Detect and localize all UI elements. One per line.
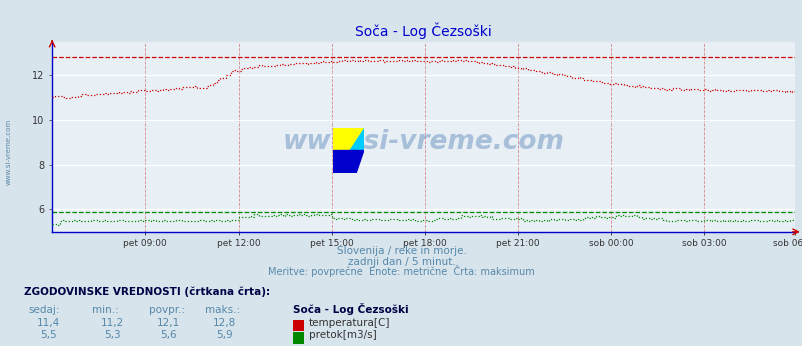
Text: www.si-vreme.com: www.si-vreme.com (6, 119, 12, 185)
Text: 5,6: 5,6 (160, 330, 176, 340)
Title: Soča - Log Čezsoški: Soča - Log Čezsoški (354, 22, 492, 39)
Text: 11,2: 11,2 (101, 318, 124, 328)
Polygon shape (348, 128, 363, 151)
Text: 5,9: 5,9 (217, 330, 233, 340)
Text: temperatura[C]: temperatura[C] (309, 318, 390, 328)
Text: 5,3: 5,3 (104, 330, 120, 340)
Text: Soča - Log Čezsoški: Soča - Log Čezsoški (293, 303, 408, 315)
Text: 5,5: 5,5 (40, 330, 56, 340)
Text: Slovenija / reke in morje.: Slovenija / reke in morje. (336, 246, 466, 256)
Text: sedaj:: sedaj: (28, 305, 59, 315)
Text: pretok[m3/s]: pretok[m3/s] (309, 330, 376, 340)
Polygon shape (333, 151, 363, 173)
Text: min.:: min.: (92, 305, 119, 315)
Text: 11,4: 11,4 (37, 318, 59, 328)
Polygon shape (333, 128, 363, 151)
Text: Meritve: povprečne  Enote: metrične  Črta: maksimum: Meritve: povprečne Enote: metrične Črta:… (268, 265, 534, 277)
Text: 12,8: 12,8 (213, 318, 236, 328)
Text: maks.:: maks.: (205, 305, 240, 315)
Text: zadnji dan / 5 minut.: zadnji dan / 5 minut. (347, 257, 455, 267)
Text: ZGODOVINSKE VREDNOSTI (črtkana črta):: ZGODOVINSKE VREDNOSTI (črtkana črta): (24, 286, 270, 297)
Text: 12,1: 12,1 (157, 318, 180, 328)
Text: povpr.:: povpr.: (148, 305, 184, 315)
Text: www.si-vreme.com: www.si-vreme.com (282, 129, 564, 155)
Polygon shape (333, 128, 363, 151)
